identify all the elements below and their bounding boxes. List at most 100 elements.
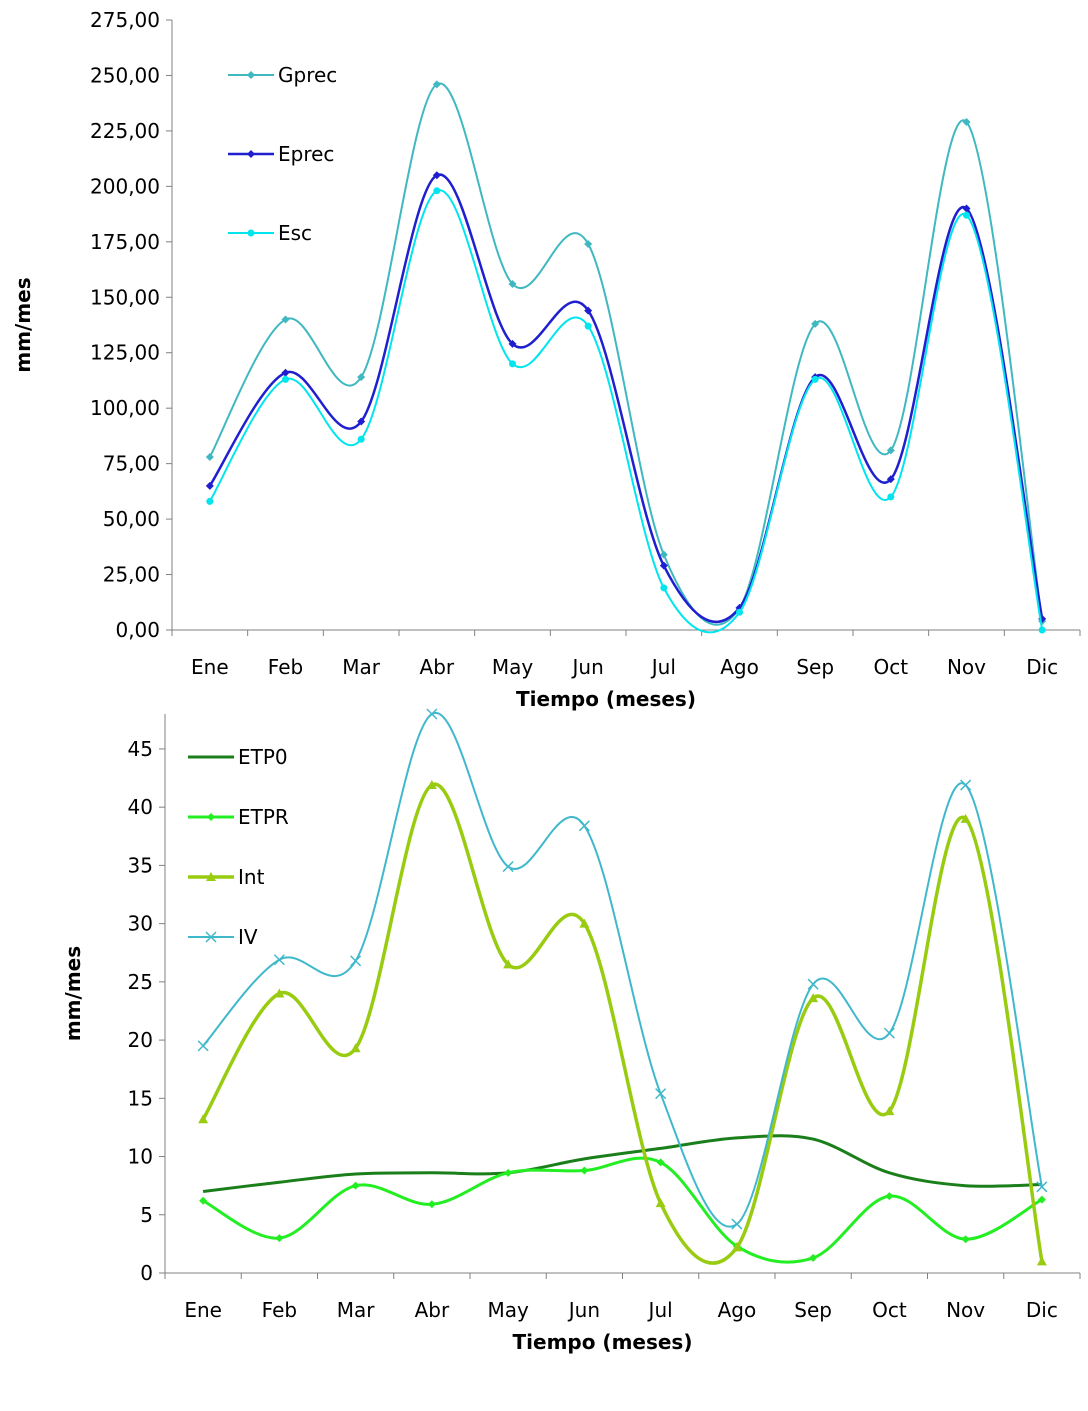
x-tick-label: Ene	[184, 1298, 222, 1322]
y-tick-label: 100,00	[90, 396, 160, 420]
legend-label: Gprec	[278, 63, 337, 87]
data-point	[884, 1106, 895, 1116]
data-point	[206, 497, 214, 505]
legend-item-eprec: Eprec	[228, 142, 334, 166]
data-point	[433, 187, 441, 195]
x-tick-label: Dic	[1026, 1298, 1058, 1322]
data-point	[432, 171, 441, 180]
x-tick-label: Jul	[650, 655, 676, 679]
data-point	[961, 1235, 970, 1244]
data-point	[426, 708, 438, 720]
series-line	[202, 1156, 1043, 1264]
y-tick-label: 45	[128, 737, 153, 761]
legend-marker	[247, 150, 255, 158]
y-tick-label: 15	[128, 1086, 153, 1110]
x-tick-label: May	[487, 1298, 529, 1322]
series-esc	[206, 187, 1046, 634]
data-point	[1036, 1256, 1047, 1266]
y-tick-label: 0,00	[115, 618, 160, 642]
legend-item-etpr: ETPR	[188, 805, 289, 829]
data-point	[503, 959, 514, 969]
series-etp0	[202, 1134, 1042, 1193]
data-point	[350, 1043, 361, 1053]
y-axis-title: mm/mes	[11, 277, 35, 372]
data-point	[659, 561, 668, 570]
y-tick-label: 35	[128, 853, 153, 877]
series-line	[201, 782, 1044, 1265]
data-point	[357, 373, 366, 382]
y-tick-label: 10	[128, 1145, 153, 1169]
data-point	[962, 204, 971, 213]
legend-item-int: Int	[188, 865, 265, 889]
x-tick-label: Sep	[796, 655, 834, 679]
x-tick-label: Jun	[567, 1298, 600, 1322]
x-tick-label: Dic	[1026, 655, 1058, 679]
y-tick-label: 175,00	[90, 230, 160, 254]
data-point	[199, 1196, 208, 1205]
series-etpr	[199, 1156, 1046, 1264]
x-tick-label: Feb	[268, 655, 303, 679]
data-point	[807, 978, 819, 990]
data-point	[736, 608, 743, 616]
data-point	[811, 319, 820, 328]
x-tick-label: Oct	[874, 655, 909, 679]
legend-item-etp0: ETP0	[188, 745, 288, 769]
y-tick-label: 25	[128, 970, 153, 994]
data-point	[1038, 626, 1046, 634]
legend-label: ETP0	[238, 745, 288, 769]
data-point	[281, 368, 290, 377]
data-point	[504, 1168, 513, 1177]
y-tick-label: 75,00	[103, 452, 160, 476]
series-line	[208, 82, 1044, 626]
y-tick-label: 25,00	[103, 563, 160, 587]
legend-item-esc: Esc	[228, 221, 312, 245]
data-point	[584, 322, 592, 330]
data-point	[584, 240, 593, 249]
y-tick-label: 40	[128, 795, 153, 819]
x-tick-label: Oct	[872, 1298, 907, 1322]
chart-1: 0,00 25,00 50,00 75,00 100,00 125,00 150,00 175…	[11, 8, 1081, 711]
data-point	[584, 306, 593, 315]
data-point	[580, 1166, 589, 1175]
y-tick-label: 30	[128, 912, 153, 936]
data-point	[660, 584, 668, 592]
x-tick-label: Mar	[337, 1298, 376, 1322]
data-point	[808, 993, 819, 1003]
data-point	[886, 475, 895, 484]
data-point	[427, 1200, 436, 1209]
x-tick-label: Nov	[947, 655, 986, 679]
data-point	[509, 360, 516, 368]
legend-item-gprec: Gprec	[228, 63, 337, 87]
y-tick-label: 250,00	[90, 63, 160, 87]
y-tick-label: 50,00	[103, 507, 160, 531]
data-point	[731, 1218, 743, 1230]
data-point	[885, 1192, 894, 1201]
series-line	[208, 173, 1044, 624]
data-point	[655, 1088, 667, 1100]
data-point	[809, 1253, 818, 1262]
x-tick-label: Ago	[718, 1298, 757, 1322]
series-line	[202, 1134, 1042, 1193]
data-point	[659, 550, 668, 559]
legend-marker	[206, 872, 216, 881]
x-tick-label: Ago	[720, 655, 759, 679]
x-axis-title: Tiempo (meses)	[513, 1330, 693, 1354]
y-tick-label: 275,00	[90, 8, 160, 32]
data-point	[502, 861, 514, 873]
data-point	[282, 375, 289, 383]
y-tick-label: 125,00	[90, 341, 160, 365]
data-point	[963, 211, 970, 219]
data-point	[198, 1114, 209, 1124]
y-tick-label: 225,00	[90, 119, 160, 143]
data-point	[273, 954, 285, 966]
x-tick-label: Abr	[420, 655, 455, 679]
data-point	[887, 493, 895, 501]
legend-label: Eprec	[278, 142, 334, 166]
data-point	[205, 452, 214, 461]
x-tick-label: Abr	[415, 1298, 450, 1322]
series-int	[198, 780, 1047, 1266]
data-point	[205, 481, 214, 490]
data-point	[275, 1234, 284, 1243]
